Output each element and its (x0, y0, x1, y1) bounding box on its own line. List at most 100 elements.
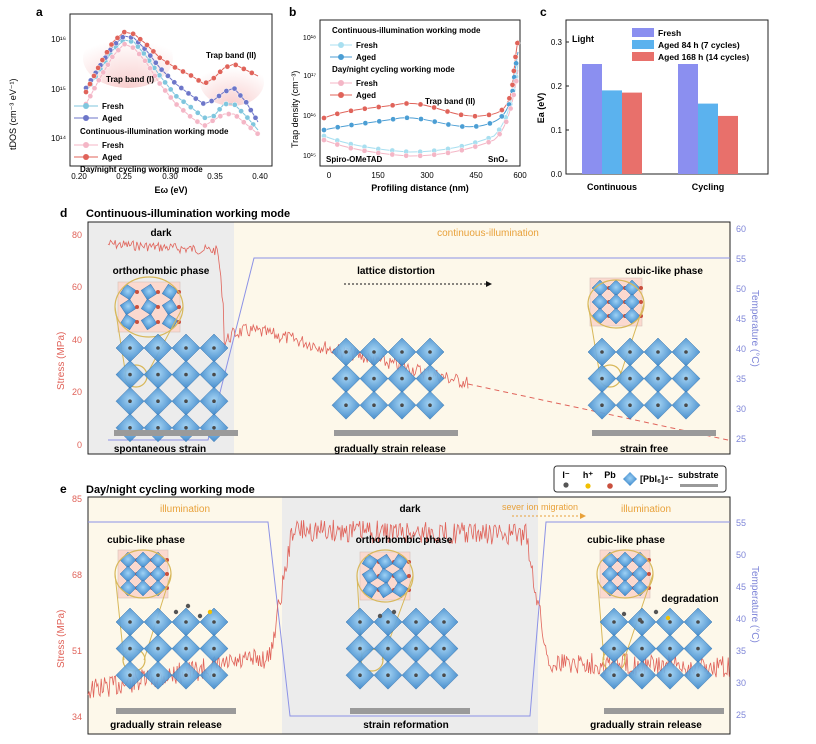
pb-atom (156, 346, 160, 350)
pb-atom (156, 372, 160, 377)
data-marker (164, 59, 171, 66)
data-marker (194, 118, 201, 125)
e-ytick-right: 45 (736, 582, 746, 592)
pb-atom (135, 290, 139, 294)
data-marker (431, 151, 438, 158)
data-marker (247, 125, 254, 131)
d-ytick-right: 55 (736, 254, 746, 264)
label-ion-migration: sever ion migration (502, 502, 578, 512)
panel-e-yticks-left: 85 68 51 34 (72, 494, 82, 722)
panel-c-letter: c (540, 5, 547, 19)
e-ytick-right: 30 (736, 678, 746, 688)
label-illum-e-right: illumination (621, 504, 671, 515)
data-marker (188, 72, 194, 79)
panel-c-light: Light (572, 34, 594, 44)
data-marker (100, 69, 107, 76)
data-marker (244, 114, 251, 121)
d-ytick-right: 30 (736, 404, 746, 414)
panel-e-letter: e (60, 482, 67, 496)
data-marker (232, 62, 239, 68)
panel-e-structures (114, 549, 724, 714)
bar-cycling-1 (698, 103, 718, 174)
legend-swatch (632, 40, 654, 49)
data-marker (178, 85, 185, 91)
data-marker (375, 104, 382, 110)
bar-continuous-2 (622, 92, 642, 174)
caption-strain-reformation: strain reformation (363, 720, 449, 731)
panel-c-ytick: 0.0 (551, 170, 563, 179)
d-ytick-right: 45 (736, 314, 746, 324)
pb-atom (684, 350, 688, 354)
data-marker (376, 118, 383, 125)
legend-cont-aged: Aged (102, 114, 122, 123)
migrating-ion (173, 609, 179, 615)
panel-b-yticks: 10¹⁸ 10¹⁷ 10¹⁶ 10¹⁵ (303, 35, 317, 160)
pb-atom (372, 403, 376, 408)
data-marker (167, 86, 174, 93)
d-ytick-right: 25 (736, 434, 746, 444)
substrate (116, 708, 236, 714)
data-marker (431, 104, 437, 111)
substrate (592, 430, 716, 436)
pb-atom (386, 673, 390, 677)
legend-cyc-aged: Aged (102, 153, 122, 162)
label-cubic-e-left: cubic-like phase (107, 535, 185, 546)
legend-marker (83, 115, 89, 121)
data-marker (180, 68, 186, 75)
data-marker (238, 108, 244, 114)
panel-c-category: Continuous (587, 182, 637, 192)
data-marker (156, 54, 163, 61)
pb-atom (656, 403, 660, 408)
pb-icon (607, 483, 613, 489)
data-marker (404, 114, 410, 121)
data-marker (334, 110, 341, 117)
data-marker (173, 93, 180, 100)
label-illum-d: continuous-illumination (437, 228, 539, 239)
annot-trap-band-b: Trap band (II) (425, 97, 476, 106)
panel-a-xtick: 0.25 (116, 172, 132, 181)
caption-gradual-e-left: gradually strain release (110, 720, 222, 731)
panel-e-yticks-right: 55 50 45 40 35 30 25 (736, 518, 746, 720)
legend-b-cyc-aged: Aged (356, 91, 376, 100)
data-marker (142, 57, 148, 64)
panel-c-categories: Continuous Cycling (587, 182, 724, 192)
data-marker (216, 106, 223, 113)
panel-e-title: Day/night cycling working mode (86, 484, 255, 496)
pb-atom (372, 350, 376, 354)
pb-atom (128, 372, 132, 377)
panel-b-ytick: 10¹⁵ (303, 153, 316, 160)
pb-atom (344, 403, 348, 408)
legend-swatch (632, 52, 654, 61)
data-marker (216, 93, 222, 99)
pb-atom (628, 376, 632, 381)
data-marker (210, 75, 217, 81)
bar-cycling-0 (678, 64, 698, 174)
e-ytick-left: 34 (72, 712, 82, 722)
data-marker (173, 101, 180, 108)
data-marker (202, 122, 208, 129)
data-marker (130, 44, 136, 51)
legend-b-cont-fresh: Fresh (356, 41, 378, 50)
legend-marker (83, 142, 89, 148)
panel-d-structures (114, 276, 716, 443)
migrating-ion (653, 609, 659, 615)
data-marker (510, 92, 517, 98)
data-marker (121, 29, 128, 35)
data-marker (240, 66, 247, 72)
migrating-ion (637, 617, 643, 623)
e-ytick-left: 51 (72, 646, 82, 656)
panel-c-legend: Fresh Aged 84 h (7 cycles) Aged 168 h (14 … (632, 28, 749, 62)
panel-a-yticks: 10¹⁶ 10¹⁵ 10¹⁴ (51, 35, 67, 143)
data-marker (200, 100, 207, 107)
data-marker (459, 123, 466, 130)
data-marker (158, 66, 165, 73)
pb-atom (400, 376, 404, 381)
pb-atom (128, 646, 132, 651)
pb-atom (156, 290, 160, 294)
legend-label: Aged 84 h (7 cycles) (658, 40, 740, 50)
pb-atom (128, 346, 132, 350)
legend-cont-fresh: Fresh (102, 102, 124, 111)
pb-atom (344, 350, 348, 354)
panel-b-ytick: 10¹⁶ (303, 113, 316, 120)
panel-a-legend: Fresh Aged Continuous-illumination worki… (74, 102, 229, 174)
